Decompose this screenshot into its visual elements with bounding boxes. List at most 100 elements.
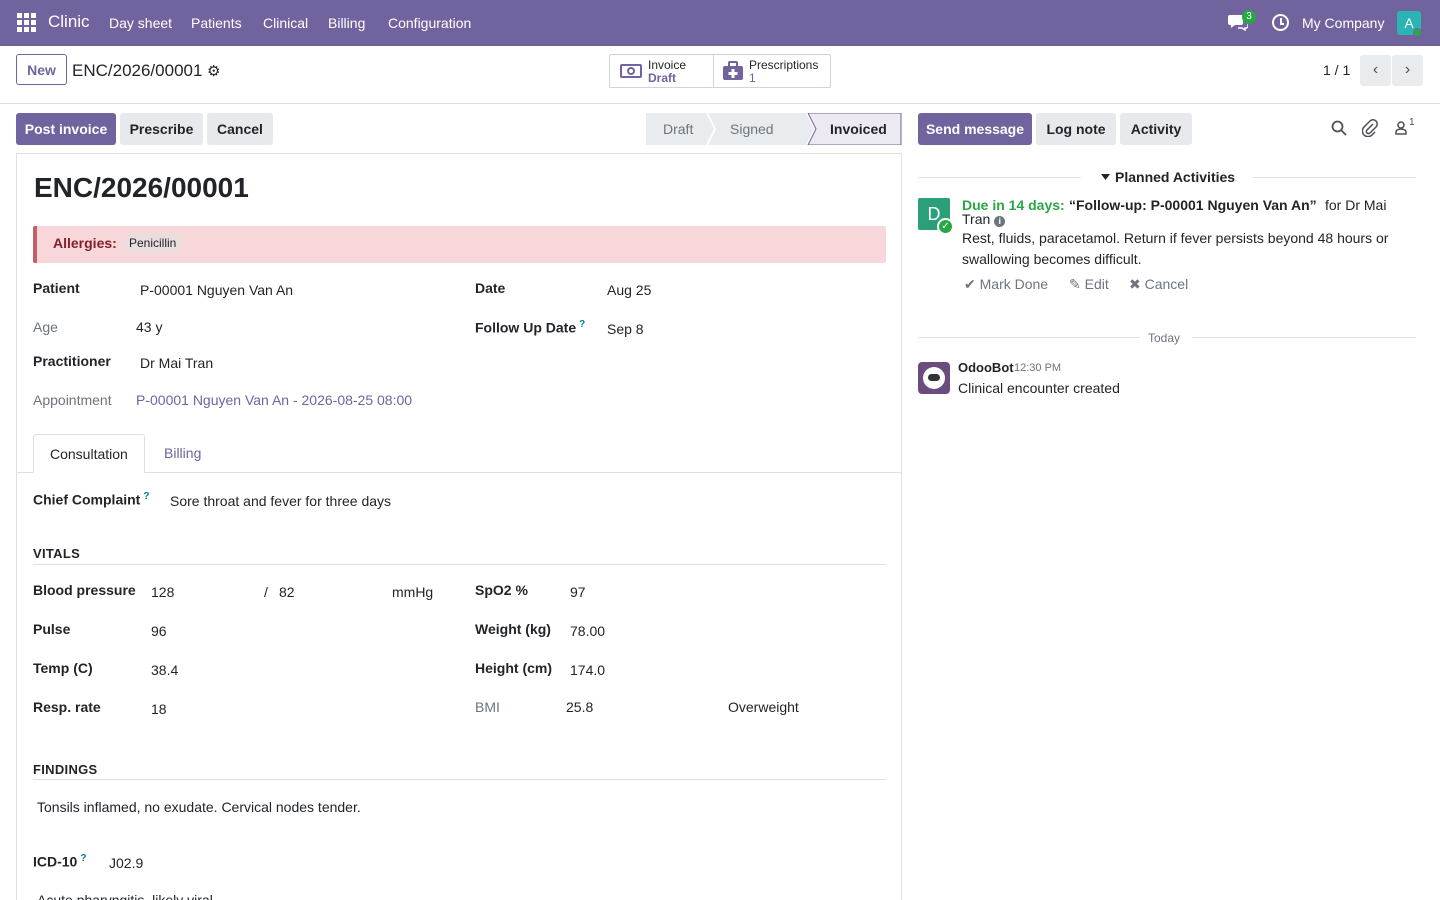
findings-section-title: FINDINGS (33, 762, 98, 777)
menu-item-billing[interactable]: Billing (328, 15, 366, 31)
app-brand[interactable]: Clinic (48, 12, 90, 31)
send-message-button[interactable]: Send message (918, 113, 1032, 145)
form-action-bar: Post invoice Prescribe Cancel Draft Sign… (0, 104, 910, 169)
stage-draft[interactable]: Draft (663, 121, 694, 137)
bp-label: Blood pressure (33, 582, 136, 598)
menu-item-patients[interactable]: Patients (191, 15, 242, 31)
practitioner-field[interactable]: Dr Mai Tran (140, 355, 214, 371)
stage-signed-off[interactable]: Signed off (730, 121, 774, 169)
diagnosis-field[interactable]: Acute pharyngitis, likely viral (37, 892, 213, 900)
followers-icon[interactable] (1395, 121, 1407, 135)
smart-buttons: Invoice Draft Prescriptions 1 (609, 54, 831, 88)
message-time: 12:30 PM (1014, 362, 1062, 374)
activity-summary: “Follow-up: P-00001 Nguyen Van An” (1069, 197, 1317, 213)
post-invoice-button[interactable]: Post invoice (16, 113, 116, 145)
tab-consultation[interactable]: Consultation (33, 434, 145, 473)
breadcrumb-record-name: ENC/2026/00001 (72, 61, 203, 80)
online-status-dot (1413, 28, 1422, 37)
mark-done-link[interactable]: ✔ Mark Done (964, 276, 1049, 292)
height-label: Height (cm) (475, 660, 552, 676)
pager-next-icon[interactable]: › (1392, 55, 1423, 86)
planned-activities-title: Planned Activities (1115, 169, 1236, 185)
bp-diastolic-field[interactable]: 82 (279, 584, 295, 600)
prescribe-button[interactable]: Prescribe (120, 113, 203, 145)
message-author[interactable]: OdooBot (958, 360, 1014, 375)
menu-item-clinical[interactable]: Clinical (263, 15, 309, 31)
caret-down-icon (1101, 174, 1110, 180)
message-body: Clinical encounter created (958, 380, 1120, 396)
new-button[interactable]: New (16, 54, 67, 85)
activity-assignee-cont: Tran i (962, 211, 1006, 227)
today-separator: Today (1148, 331, 1181, 345)
invoice-icon (620, 64, 642, 78)
practitioner-label: Practitioner (33, 353, 111, 369)
stage-invoiced[interactable]: Invoiced (830, 121, 887, 137)
activity-clock-icon[interactable] (1272, 14, 1289, 31)
help-icon: ? (143, 491, 150, 502)
gear-icon[interactable]: ⚙ (207, 63, 221, 80)
pager-counter[interactable]: 1 / 1 (1323, 62, 1351, 78)
chief-complaint-label: Chief Complaint? (33, 491, 150, 508)
age-label: Age (33, 319, 58, 335)
height-field[interactable]: 174.0 (570, 662, 606, 678)
bmi-label: BMI (475, 699, 500, 715)
menu-item-day-sheet[interactable]: Day sheet (109, 15, 173, 31)
temp-field[interactable]: 38.4 (151, 662, 179, 678)
weight-label: Weight (kg) (475, 621, 551, 637)
edit-activity-link[interactable]: ✎ Edit (1069, 276, 1109, 292)
temp-label: Temp (C) (33, 660, 93, 676)
medical-kit-icon (723, 61, 743, 80)
followup-field[interactable]: Sep 8 (607, 321, 644, 337)
pencil-icon: ✎ (1069, 276, 1081, 292)
allergy-tag: Penicillin (123, 234, 183, 253)
bmi-class: Overweight (728, 699, 799, 715)
divider (33, 779, 886, 780)
appointment-label: Appointment (33, 392, 112, 408)
appointment-link[interactable]: P-00001 Nguyen Van An - 2026-08-25 08:00 (136, 392, 413, 408)
planned-activities-header[interactable]: Planned Activities (918, 169, 1416, 185)
spo2-field[interactable]: 97 (570, 584, 586, 600)
check-icon: ✔ (964, 276, 976, 292)
prescriptions-smart-label: Prescriptions (749, 58, 819, 72)
bp-separator: / (264, 584, 268, 600)
prescriptions-smart-value: 1 (749, 71, 756, 85)
resp-field[interactable]: 18 (151, 701, 167, 717)
search-icon[interactable] (1331, 120, 1347, 136)
tab-billing[interactable]: Billing (164, 445, 202, 461)
apps-menu-icon[interactable] (17, 13, 36, 32)
company-switcher[interactable]: My Company (1302, 15, 1385, 31)
icd-field[interactable]: J02.9 (109, 855, 144, 871)
status-bar-arrows (646, 113, 902, 145)
pulse-label: Pulse (33, 621, 71, 637)
menu-item-configuration[interactable]: Configuration (388, 15, 472, 31)
notebook-tabs: Consultation Billing (17, 434, 901, 473)
invoice-smart-button[interactable]: Invoice Draft (610, 55, 714, 87)
findings-field[interactable]: Tonsils inflamed, no exudate. Cervical n… (37, 799, 361, 815)
chief-complaint-field[interactable]: Sore throat and fever for three days (170, 493, 392, 509)
bp-systolic-field[interactable]: 128 (151, 584, 175, 600)
paperclip-icon[interactable] (1362, 119, 1378, 137)
prescriptions-smart-button[interactable]: Prescriptions 1 (714, 55, 830, 87)
divider (33, 564, 886, 565)
activity-due: Due in 14 days: (962, 197, 1065, 213)
cancel-button[interactable]: Cancel (207, 113, 273, 145)
page-title: ENC/2026/00001 (34, 172, 249, 203)
log-note-button[interactable]: Log note (1036, 113, 1116, 145)
vitals-section-title: VITALS (33, 546, 81, 561)
info-icon[interactable]: i (994, 216, 1006, 227)
patient-field[interactable]: P-00001 Nguyen Van An (140, 282, 294, 298)
divider (1192, 337, 1416, 338)
activity-note: Rest, fluids, paracetamol. Return if fev… (962, 230, 1389, 267)
activity-button[interactable]: Activity (1120, 113, 1192, 145)
help-icon: ? (579, 319, 586, 330)
invoice-smart-value: Draft (648, 71, 677, 85)
pulse-field[interactable]: 96 (151, 623, 167, 639)
patient-label: Patient (33, 280, 80, 296)
date-field[interactable]: Aug 25 (607, 282, 652, 298)
cancel-activity-link[interactable]: ✖ Cancel (1129, 276, 1189, 292)
pager-previous-icon[interactable]: ‹ (1360, 55, 1391, 86)
weight-field[interactable]: 78.00 (570, 623, 606, 639)
resp-label: Resp. rate (33, 699, 101, 715)
top-navbar: Clinic Day sheet Patients Clinical Billi… (0, 0, 1440, 46)
age-value: 43 y (136, 319, 163, 335)
